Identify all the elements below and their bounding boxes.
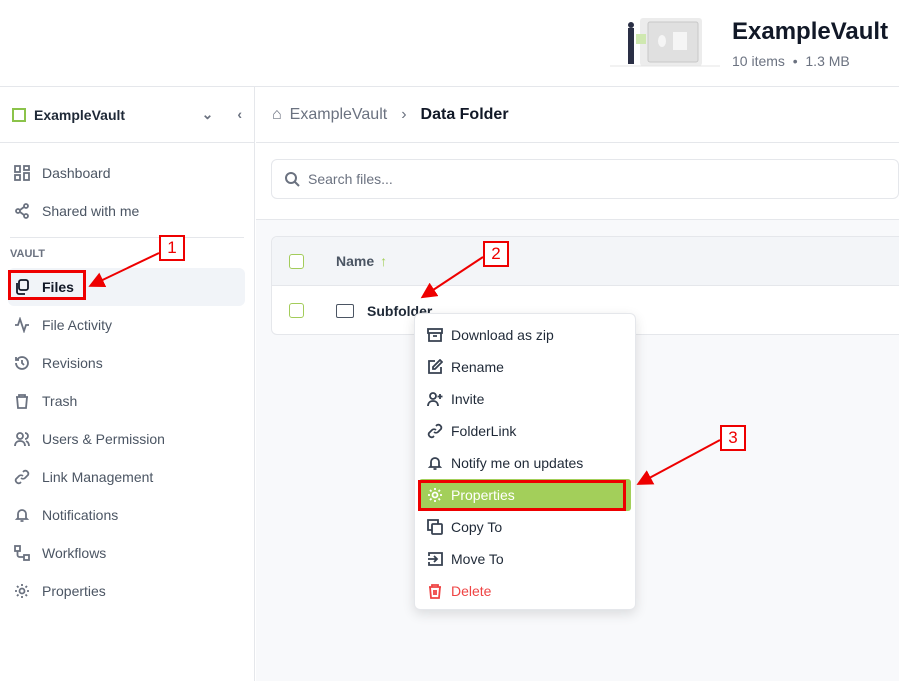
menu-item-move-to[interactable]: Move To [415, 543, 635, 575]
chevron-down-icon[interactable]: ⌄ [201, 106, 214, 122]
menu-item-copy-to[interactable]: Copy To [415, 511, 635, 543]
collapse-sidebar-icon[interactable]: ‹ [237, 106, 242, 122]
vault-meta: 10 items • 1.3 MB [732, 53, 850, 69]
row-checkbox[interactable] [289, 303, 304, 318]
top-header: ExampleVault 10 items • 1.3 MB [0, 0, 899, 87]
share-icon [15, 203, 29, 219]
trash-icon [16, 394, 28, 409]
divider [10, 237, 244, 238]
annotation-number: 3 [720, 425, 746, 451]
main-content: ⌂ ExampleVault › Data Folder Search file… [256, 87, 899, 681]
chevron-right-icon: › [401, 105, 407, 123]
archive-icon [427, 328, 443, 342]
sidebar: ExampleVault ⌄ ‹ Dashboard Shared with me… [0, 87, 255, 681]
menu-item-notify[interactable]: Notify me on updates [415, 447, 635, 479]
vault-illustration [610, 18, 720, 67]
table-header: Name ↑ [272, 237, 899, 286]
sidebar-item-label: Revisions [42, 355, 103, 371]
vault-switcher[interactable]: ExampleVault ⌄ ‹ [0, 87, 254, 143]
sidebar-item-label: Dashboard [42, 165, 111, 181]
sidebar-item-trash[interactable]: Trash [8, 382, 245, 420]
menu-item-label: Delete [451, 583, 492, 599]
menu-item-label: Move To [451, 551, 504, 567]
gear-icon [428, 488, 442, 502]
sidebar-item-file-activity[interactable]: File Activity [8, 306, 245, 344]
vault-switcher-label: ExampleVault [34, 106, 126, 123]
separator-dot: • [792, 53, 798, 69]
workflow-icon [14, 545, 30, 561]
sort-asc-icon: ↑ [380, 253, 388, 269]
menu-item-delete[interactable]: Delete [415, 575, 635, 607]
menu-item-label: Rename [451, 359, 504, 375]
vault-title: ExampleVault [732, 18, 889, 45]
activity-icon [15, 317, 29, 333]
folder-icon [336, 303, 354, 318]
copy-icon [427, 519, 443, 535]
sidebar-item-label: Users & Permission [42, 431, 165, 447]
home-icon[interactable]: ⌂ [272, 105, 282, 123]
sidebar-item-label: Files [42, 279, 74, 295]
breadcrumb-root[interactable]: ExampleVault [289, 105, 388, 123]
section-label: VAULT [10, 248, 46, 260]
link-icon [427, 423, 443, 439]
sidebar-item-properties[interactable]: Properties [8, 572, 245, 610]
menu-item-label: Invite [451, 391, 485, 407]
sidebar-item-revisions[interactable]: Revisions [8, 344, 245, 382]
sidebar-item-dashboard[interactable]: Dashboard [8, 154, 245, 192]
annotation-box-files [8, 270, 86, 300]
sidebar-item-label: Properties [42, 583, 106, 599]
sidebar-item-label: File Activity [42, 317, 113, 333]
search-bar: Search files... [256, 143, 899, 220]
menu-item-label: Notify me on updates [451, 455, 584, 471]
bell-icon [427, 457, 443, 470]
move-icon [428, 552, 443, 566]
sidebar-item-label: Notifications [42, 507, 119, 523]
sidebar-item-workflows[interactable]: Workflows [8, 534, 245, 572]
sidebar-item-users[interactable]: Users & Permission [8, 420, 245, 458]
user-plus-icon [427, 392, 443, 407]
history-icon [15, 356, 29, 370]
trash-icon [429, 584, 441, 599]
vault-logo-icon [12, 107, 26, 122]
files-icon [16, 279, 29, 295]
menu-item-label: Copy To [451, 519, 503, 535]
sidebar-item-label: Link Management [42, 469, 154, 485]
edit-icon [428, 359, 443, 374]
annotation-number: 1 [159, 235, 185, 261]
annotation-box-properties [418, 480, 626, 511]
sidebar-item-label: Shared with me [42, 203, 140, 219]
dashboard-icon [14, 165, 30, 181]
menu-item-label: Properties [451, 487, 515, 503]
sidebar-item-notifications[interactable]: Notifications [8, 496, 245, 534]
breadcrumb: ⌂ ExampleVault › Data Folder [256, 87, 899, 143]
link-icon [14, 469, 30, 485]
menu-item-folderlink[interactable]: FolderLink [415, 415, 635, 447]
menu-item-download-zip[interactable]: Download as zip [415, 319, 635, 351]
item-count: 10 items [732, 53, 785, 69]
select-all-checkbox[interactable] [289, 253, 304, 269]
sidebar-item-link-management[interactable]: Link Management [8, 458, 245, 496]
sidebar-item-label: Workflows [42, 545, 107, 561]
search-placeholder: Search files... [308, 171, 393, 187]
menu-item-label: Download as zip [451, 327, 554, 343]
vault-size: 1.3 MB [805, 53, 850, 69]
breadcrumb-current: Data Folder [420, 105, 509, 123]
context-menu: Download as zip Rename Invite FolderLink… [414, 313, 636, 610]
search-input[interactable]: Search files... [271, 159, 899, 199]
search-icon [285, 172, 300, 187]
users-icon [14, 432, 30, 447]
menu-item-label: FolderLink [451, 423, 517, 439]
menu-item-properties[interactable]: Properties [419, 479, 631, 511]
annotation-number: 2 [483, 241, 509, 267]
sidebar-item-label: Trash [42, 393, 78, 409]
sidebar-item-shared[interactable]: Shared with me [8, 192, 245, 230]
gear-icon [15, 584, 29, 598]
menu-item-invite[interactable]: Invite [415, 383, 635, 415]
bell-icon [14, 509, 30, 522]
menu-item-rename[interactable]: Rename [415, 351, 635, 383]
column-name-header[interactable]: Name [336, 253, 375, 269]
